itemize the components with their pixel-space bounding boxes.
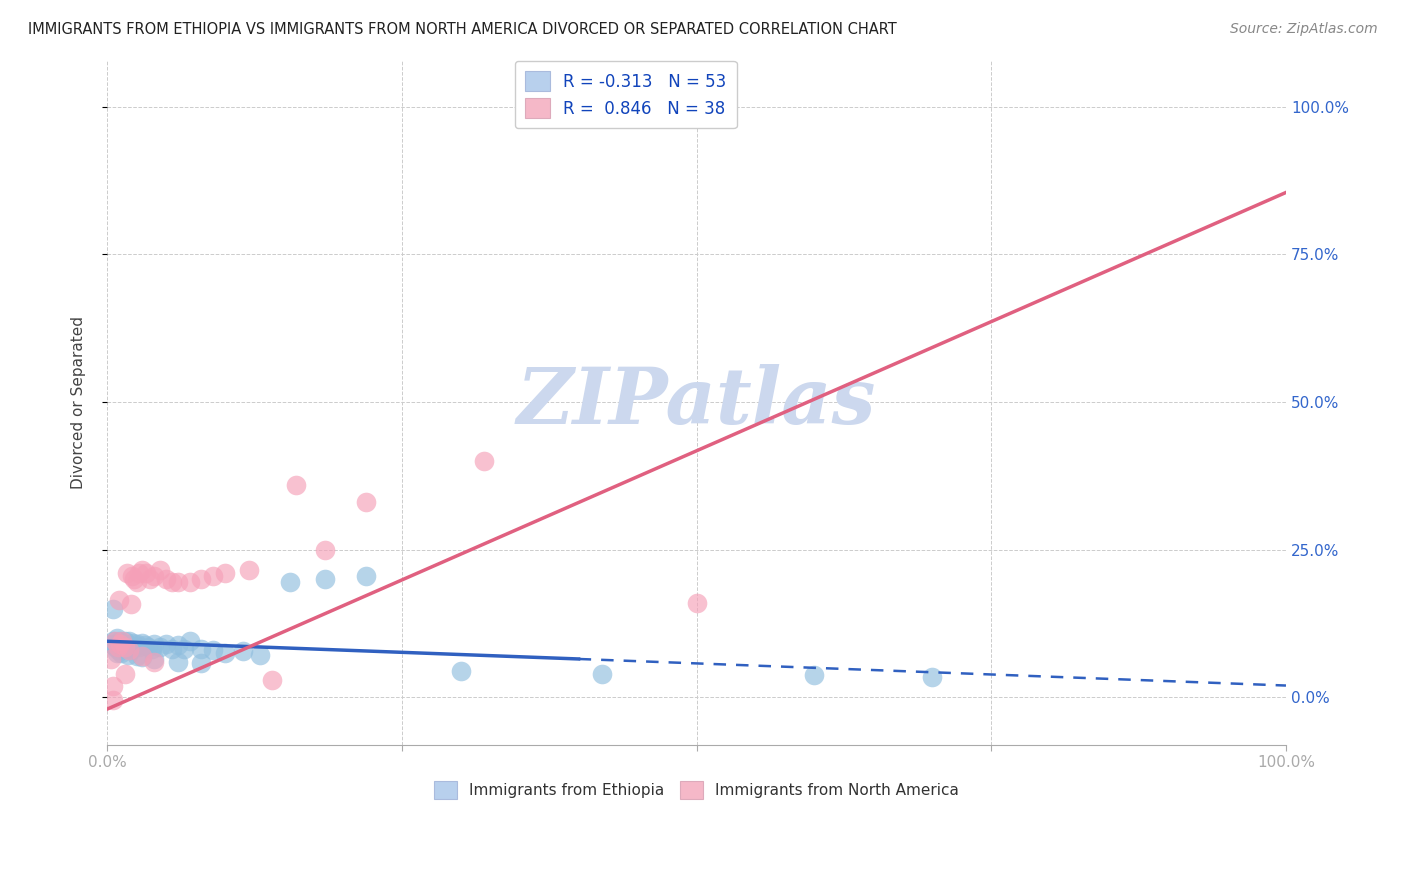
Point <box>108 634 131 648</box>
Point <box>117 639 139 653</box>
Point <box>107 643 129 657</box>
Text: Source: ZipAtlas.com: Source: ZipAtlas.com <box>1230 22 1378 37</box>
Point <box>114 640 136 655</box>
Point <box>122 640 145 654</box>
Point <box>921 670 943 684</box>
Point <box>138 640 160 655</box>
Point <box>110 640 132 655</box>
Point <box>104 640 127 655</box>
Point <box>238 563 260 577</box>
Point <box>284 477 307 491</box>
Point <box>104 634 127 648</box>
Point <box>101 693 124 707</box>
Point <box>101 601 124 615</box>
Point <box>121 569 143 583</box>
Text: IMMIGRANTS FROM ETHIOPIA VS IMMIGRANTS FROM NORTH AMERICA DIVORCED OR SEPARATED : IMMIGRANTS FROM ETHIOPIA VS IMMIGRANTS F… <box>28 22 897 37</box>
Point <box>356 569 378 583</box>
Point <box>149 563 172 577</box>
Point <box>131 636 153 650</box>
Point <box>120 643 142 657</box>
Point <box>128 640 150 655</box>
Point <box>128 566 150 581</box>
Point <box>121 640 143 655</box>
Point <box>166 655 188 669</box>
Point <box>179 575 201 590</box>
Point <box>100 637 122 651</box>
Point <box>160 642 183 657</box>
Point <box>105 646 128 660</box>
Point <box>214 566 236 581</box>
Point <box>125 648 148 663</box>
Point <box>131 650 153 665</box>
Point <box>111 636 134 650</box>
Point <box>122 572 145 586</box>
Point <box>450 664 472 678</box>
Point <box>356 495 378 509</box>
Point <box>314 542 336 557</box>
Point <box>160 575 183 590</box>
Point <box>202 569 225 583</box>
Point <box>190 642 212 657</box>
Point <box>155 572 177 586</box>
Y-axis label: Divorced or Separated: Divorced or Separated <box>72 316 86 489</box>
Point <box>105 632 128 646</box>
Point <box>115 642 138 657</box>
Point <box>115 637 138 651</box>
Point <box>111 634 134 648</box>
Point <box>118 643 141 657</box>
Point <box>190 656 212 670</box>
Point <box>110 646 132 660</box>
Point <box>155 637 177 651</box>
Point <box>125 637 148 651</box>
Point <box>131 563 153 577</box>
Point <box>112 639 135 653</box>
Point <box>143 569 166 583</box>
Point <box>472 454 495 468</box>
Point <box>114 634 136 648</box>
Point <box>143 652 166 666</box>
Point <box>125 575 148 590</box>
Point <box>134 639 156 653</box>
Point <box>166 575 188 590</box>
Point <box>314 572 336 586</box>
Point <box>278 575 301 590</box>
Point <box>214 646 236 660</box>
Point <box>149 640 172 655</box>
Point <box>190 572 212 586</box>
Point <box>101 679 124 693</box>
Point <box>115 566 138 581</box>
Point <box>138 572 160 586</box>
Point <box>101 634 124 648</box>
Point <box>143 637 166 651</box>
Point <box>122 636 145 650</box>
Point <box>803 668 825 682</box>
Point <box>118 634 141 648</box>
Point <box>108 593 131 607</box>
Point <box>591 666 613 681</box>
Point <box>232 644 254 658</box>
Point <box>108 637 131 651</box>
Point <box>120 597 142 611</box>
Point <box>143 655 166 669</box>
Point <box>249 648 271 662</box>
Point <box>685 596 707 610</box>
Point <box>117 648 139 662</box>
Point <box>166 639 188 653</box>
Point <box>114 666 136 681</box>
Point <box>141 642 163 657</box>
Point <box>100 652 122 666</box>
Point <box>107 640 129 655</box>
Legend: Immigrants from Ethiopia, Immigrants from North America: Immigrants from Ethiopia, Immigrants fro… <box>427 774 965 805</box>
Text: ZIPatlas: ZIPatlas <box>517 364 876 441</box>
Point <box>262 673 284 687</box>
Point <box>202 643 225 657</box>
Point <box>131 648 153 663</box>
Point <box>135 566 157 581</box>
Point <box>108 637 131 651</box>
Point <box>179 634 201 648</box>
Point <box>173 642 195 657</box>
